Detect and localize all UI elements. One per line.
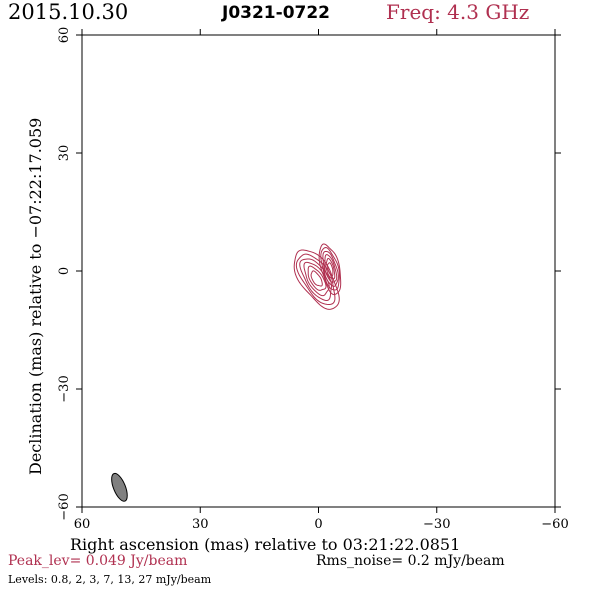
y-tick-label: −30 xyxy=(57,375,72,402)
frequency-label: Freq: 4.3 GHz xyxy=(386,0,530,24)
contour-jet-level-2 xyxy=(320,247,340,291)
x-tick-label: −60 xyxy=(541,517,568,532)
y-tick-label: −60 xyxy=(57,493,72,520)
contour-jet-level-5 xyxy=(325,257,336,280)
y-axis-label: Declination (mas) relative to −07:22:17.… xyxy=(26,118,45,475)
y-tick-label: 60 xyxy=(57,27,72,44)
x-tick-label: 0 xyxy=(314,517,322,532)
observation-date: 2015.10.30 xyxy=(8,0,129,24)
x-axis-label: Right ascension (mas) relative to 03:21:… xyxy=(70,535,460,554)
source-name: J0321-0722 xyxy=(222,3,331,23)
contour-core-level-6 xyxy=(310,270,323,287)
contour-core-level-4 xyxy=(303,261,330,297)
contour-lines xyxy=(293,243,342,310)
contour-jet-level-4 xyxy=(324,254,338,283)
x-tick-label: 30 xyxy=(192,517,209,532)
restoring-beam xyxy=(111,472,128,502)
contour-core-level-5 xyxy=(307,265,327,291)
contour-core-level-1 xyxy=(293,249,340,310)
rms-noise: Rms_noise= 0.2 mJy/beam xyxy=(316,553,505,569)
contour-levels: Levels: 0.8, 2, 3, 7, 13, 27 mJy/beam xyxy=(8,573,212,586)
tick-labels: 60 30 0 −30 −60 −60 −30 0 30 60 xyxy=(57,27,569,532)
y-tick-label: 30 xyxy=(57,145,72,162)
contour-jet-level-1 xyxy=(318,243,342,296)
contour-jet-level-3 xyxy=(322,250,339,287)
y-tick-label: 0 xyxy=(57,267,72,275)
peak-level: Peak_lev= 0.049 Jy/beam xyxy=(8,553,188,569)
x-tick-label: −30 xyxy=(423,517,450,532)
contour-jet-level-6 xyxy=(326,262,334,277)
contour-core-level-2 xyxy=(295,253,336,305)
beam-layer xyxy=(111,472,128,502)
axis-ticks xyxy=(76,29,561,513)
x-tick-label: 60 xyxy=(74,517,91,532)
